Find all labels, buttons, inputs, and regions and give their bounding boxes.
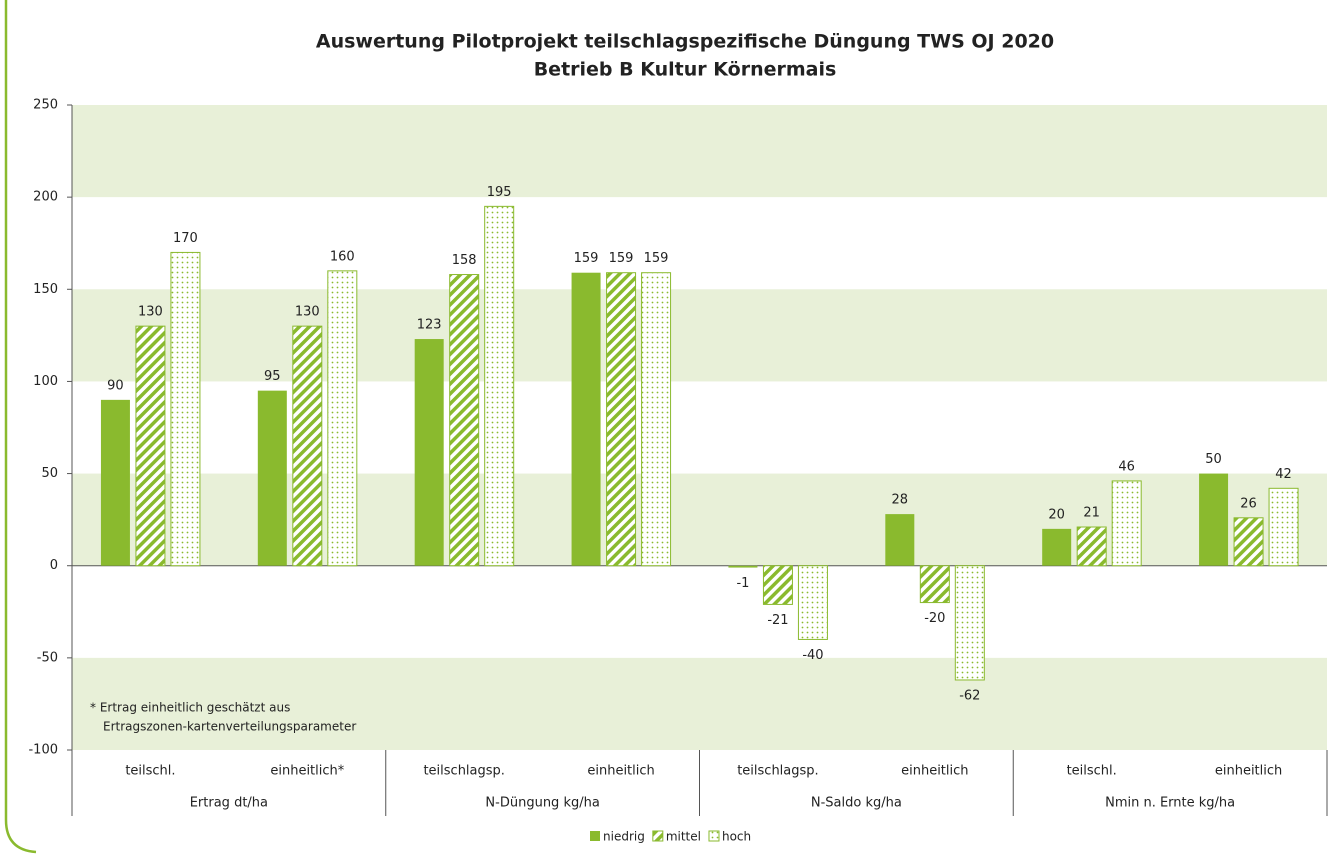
x-tick-label: einheitlich: [1215, 764, 1282, 779]
data-label: 130: [295, 305, 320, 320]
bar: [449, 274, 480, 567]
group-label: N-Saldo kg/ha: [811, 796, 902, 811]
x-tick-label: teilschlagsp.: [737, 764, 818, 779]
y-tick-label: 250: [33, 98, 58, 113]
data-label: -62: [959, 688, 980, 703]
bar: [606, 272, 637, 567]
y-tick-label: -50: [37, 650, 58, 665]
x-tick-label: teilschl.: [1067, 764, 1117, 779]
data-label: 159: [574, 251, 599, 266]
y-tick-label: 50: [41, 466, 58, 481]
bar: [1199, 473, 1229, 566]
bar: [1233, 517, 1264, 567]
bar: [135, 325, 166, 567]
data-label: 26: [1240, 496, 1257, 511]
bar: [100, 399, 130, 566]
y-tick-label: 0: [50, 558, 58, 573]
data-label: 46: [1118, 459, 1135, 474]
data-label: -20: [924, 611, 945, 626]
annotation: Ertragszonen-kartenverteilungsparameter: [103, 720, 356, 734]
bar: [885, 514, 915, 566]
bar: [327, 270, 358, 567]
bar: [292, 325, 323, 567]
data-label: 130: [138, 305, 163, 320]
bar: [257, 390, 287, 566]
frame-border: [4, 0, 37, 854]
bar: [1268, 487, 1299, 567]
data-label: -40: [802, 648, 823, 663]
data-label: 90: [107, 378, 124, 393]
data-label: 159: [644, 251, 669, 266]
bar: [1076, 526, 1107, 567]
data-label: 123: [417, 318, 442, 333]
data-label: 42: [1275, 467, 1292, 482]
band: [72, 289, 1327, 382]
data-label: 170: [173, 231, 198, 246]
data-label: 158: [452, 253, 477, 268]
data-label: 50: [1205, 452, 1222, 467]
legend-label: hoch: [722, 830, 751, 844]
x-tick-label: einheitlich: [901, 764, 968, 779]
data-label: 95: [264, 369, 281, 384]
data-label: 195: [487, 185, 512, 200]
bar: [1042, 528, 1072, 566]
band: [72, 657, 1327, 750]
chart-title: Auswertung Pilotprojekt teilschlagspezif…: [316, 31, 1054, 53]
y-tick-label: 100: [33, 374, 58, 389]
bar: [954, 565, 985, 681]
bar: [762, 565, 793, 605]
legend-swatch: [590, 831, 600, 841]
bar: [919, 565, 950, 604]
bar: [797, 565, 828, 640]
bar: [170, 251, 201, 567]
legend-label: mittel: [666, 830, 701, 844]
bar: [1111, 480, 1142, 567]
x-tick-label: teilschlagsp.: [423, 764, 504, 779]
data-label: -21: [767, 613, 788, 628]
data-label: 159: [609, 251, 634, 266]
bar: [414, 339, 444, 566]
bar: [641, 272, 672, 567]
annotation: * Ertrag einheitlich geschätzt aus: [90, 701, 290, 715]
x-tick-label: einheitlich: [587, 764, 654, 779]
x-tick-label: einheitlich*: [270, 764, 344, 779]
x-tick-label: teilschl.: [125, 764, 175, 779]
y-tick-label: -100: [28, 743, 58, 758]
legend-label: niedrig: [603, 830, 645, 844]
bar: [484, 205, 515, 567]
legend-swatch: [708, 830, 720, 842]
group-label: Ertrag dt/ha: [190, 796, 268, 811]
band: [72, 105, 1327, 198]
data-label: -1: [736, 576, 749, 591]
y-tick-label: 200: [33, 190, 58, 205]
chart-subtitle: Betrieb B Kultur Körnermais: [534, 59, 837, 81]
bar: [728, 565, 758, 568]
bar: [571, 272, 601, 566]
y-tick-label: 150: [33, 282, 58, 297]
group-label: Nmin n. Ernte kg/ha: [1105, 796, 1235, 811]
data-label: 28: [892, 493, 909, 508]
data-label: 21: [1083, 506, 1100, 521]
data-label: 160: [330, 249, 355, 264]
legend-swatch: [652, 830, 664, 842]
group-label: N-Düngung kg/ha: [485, 796, 599, 811]
data-label: 20: [1048, 507, 1065, 522]
